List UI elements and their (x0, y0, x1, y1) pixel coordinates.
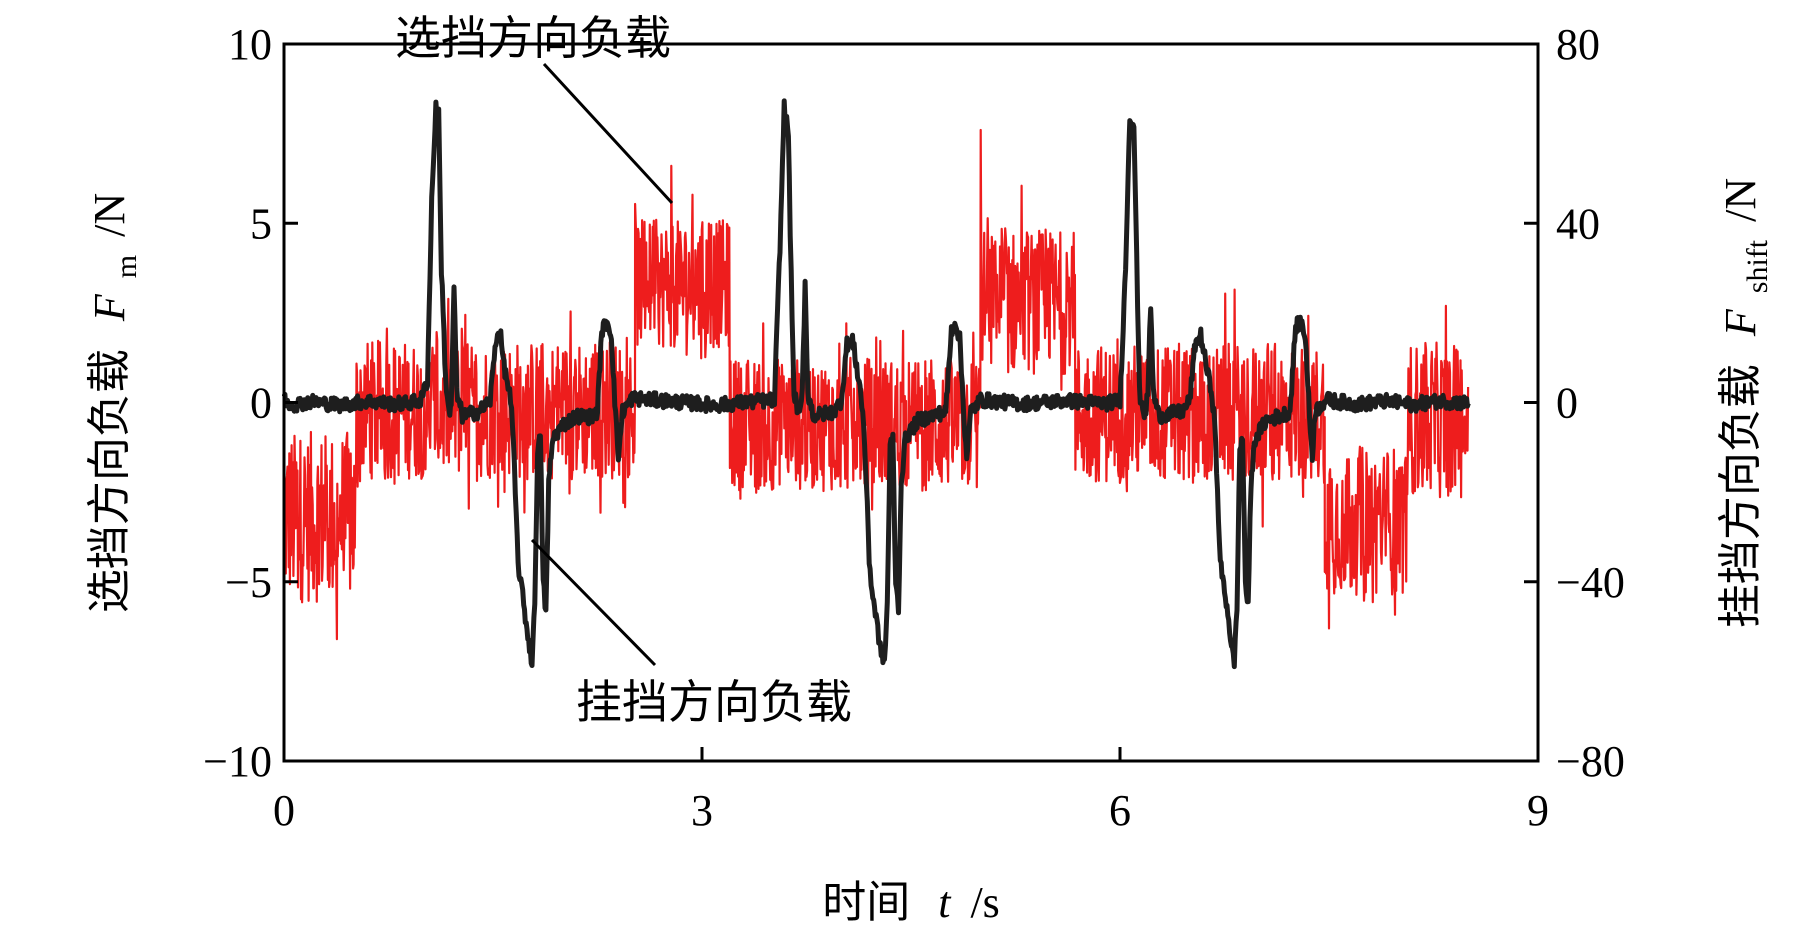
left-y-axis-title-text: 选挡方向负载 (84, 349, 135, 613)
left-y-axis-title-unit: /N (85, 193, 134, 237)
annotation-select-load-leader (542, 62, 674, 205)
annotation-shift-load-leader (530, 538, 657, 667)
right-y-axis-title: 挂挡方向负载 F shift /N (1715, 178, 1778, 628)
left-y-tick-label: 5 (250, 199, 272, 248)
x-axis-title-text: 时间 (822, 877, 910, 928)
right-y-tick-label: 80 (1556, 20, 1600, 69)
right-y-axis-title-unit: /N (1716, 178, 1765, 222)
annotation-shift-load: 挂挡方向负载 (576, 675, 852, 729)
left-y-tick-label: 0 (250, 379, 272, 428)
x-tick-label: 9 (1527, 786, 1549, 835)
series-line-select-load (282, 128, 1470, 641)
x-tick-label: 6 (1109, 786, 1131, 835)
left-y-axis-ticks: −10 −5 0 5 10 (203, 20, 298, 786)
x-axis-title: 时间 t /s (822, 877, 1000, 928)
right-y-axis-title-text: 挂挡方向负载 (1715, 364, 1766, 628)
left-y-axis-title-sub: m (110, 255, 143, 278)
left-y-tick-label: −10 (203, 737, 272, 786)
left-y-tick-label: −5 (225, 558, 272, 607)
right-y-axis-title-sub: shift (1741, 239, 1774, 293)
x-axis-title-var: t (938, 878, 952, 927)
series-layer (282, 98, 1471, 670)
left-y-axis-title: 选挡方向负载 F m /N (84, 193, 147, 613)
x-axis-title-unit: /s (970, 878, 999, 927)
left-y-axis-title-var: F (85, 293, 134, 322)
x-tick-label: 0 (273, 786, 295, 835)
annotation-select-load: 选挡方向负载 (395, 11, 671, 65)
right-y-tick-label: −80 (1556, 737, 1625, 786)
right-y-axis-title-var: F (1716, 308, 1765, 337)
left-y-tick-label: 10 (228, 20, 272, 69)
right-y-tick-label: 0 (1556, 379, 1578, 428)
series-line-shift-load (282, 98, 1471, 670)
right-y-tick-label: 40 (1556, 199, 1600, 248)
x-axis-ticks: 0 3 6 9 (273, 747, 1549, 835)
right-y-axis-ticks: −80 −40 0 40 80 (1524, 20, 1625, 786)
right-y-tick-label: −40 (1556, 558, 1625, 607)
x-tick-label: 3 (691, 786, 713, 835)
